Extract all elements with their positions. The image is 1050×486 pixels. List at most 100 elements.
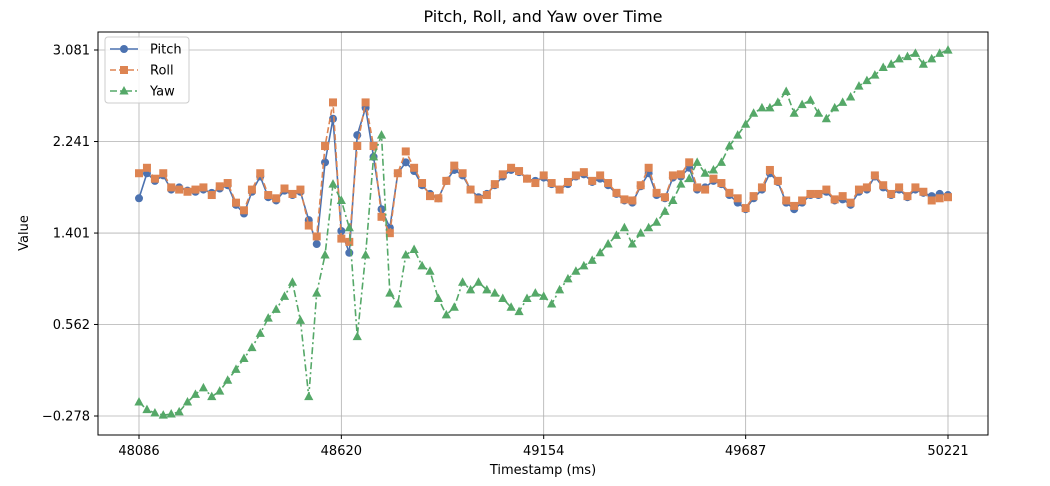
data-point-roll: [135, 169, 143, 178]
data-point-yaw: [401, 249, 411, 259]
data-point-pitch: [377, 205, 386, 214]
data-point-yaw: [150, 407, 160, 417]
data-point-roll: [539, 171, 548, 180]
data-point-roll: [142, 163, 151, 172]
data-point-yaw: [636, 228, 646, 237]
data-point-yaw: [805, 95, 816, 104]
data-point-yaw: [902, 51, 913, 61]
data-point-roll: [717, 179, 726, 188]
y-tick-label: 1.401: [53, 227, 90, 242]
data-point-pitch: [337, 226, 346, 235]
data-point-yaw: [441, 309, 451, 319]
data-point-yaw: [708, 164, 719, 174]
data-point-roll: [887, 189, 896, 198]
data-point-pitch: [135, 194, 143, 203]
legend-label: Roll: [150, 64, 174, 79]
data-point-roll: [765, 165, 774, 174]
data-point-yaw: [838, 97, 848, 106]
data-point-roll: [830, 195, 839, 204]
data-point-roll: [757, 183, 766, 192]
data-point-yaw: [862, 75, 872, 85]
data-point-yaw: [660, 206, 670, 215]
data-point-roll: [264, 191, 273, 200]
data-point-roll: [458, 169, 467, 178]
data-point-pitch: [312, 240, 321, 249]
data-point-yaw: [676, 179, 686, 188]
data-point-yaw: [692, 157, 702, 166]
y-axis: −0.278 0.562 1.401 2.241 3.081: [42, 44, 98, 425]
data-point-roll: [515, 167, 524, 176]
data-point-roll: [854, 185, 863, 194]
data-point-yaw: [255, 328, 265, 337]
data-point-yaw: [821, 113, 831, 123]
data-point-roll: [150, 174, 159, 183]
data-point-roll: [191, 185, 200, 194]
data-point-yaw: [595, 247, 605, 257]
data-point-roll: [668, 171, 677, 180]
data-point-yaw: [498, 293, 508, 303]
data-point-yaw: [530, 288, 540, 297]
data-point-yaw: [749, 108, 759, 117]
data-point-roll: [207, 191, 216, 200]
data-point-roll: [862, 183, 871, 192]
data-point-yaw: [652, 217, 662, 226]
data-point-roll: [215, 182, 224, 191]
data-point-roll: [434, 194, 443, 203]
legend-entry-roll: Roll: [110, 64, 174, 79]
data-point-yaw: [846, 91, 856, 101]
data-point-yaw: [943, 45, 953, 54]
data-point-yaw: [781, 86, 791, 96]
y-axis-label: Value: [17, 215, 32, 251]
data-point-roll: [571, 171, 580, 180]
data-point-roll: [353, 141, 362, 150]
data-point-yaw: [368, 151, 379, 161]
data-point-roll: [870, 171, 879, 180]
data-point-roll: [450, 161, 459, 170]
data-point-yaw: [393, 298, 403, 308]
data-point-roll: [879, 181, 888, 190]
data-point-yaw: [886, 59, 896, 68]
data-point-yaw: [555, 284, 565, 294]
data-point-yaw: [304, 391, 314, 401]
data-point-roll: [547, 179, 556, 188]
data-point-roll: [563, 177, 572, 186]
data-point-roll: [377, 212, 386, 221]
data-point-yaw: [142, 404, 152, 414]
data-point-yaw: [336, 195, 346, 204]
data-point-yaw: [797, 99, 807, 109]
data-point-roll: [927, 196, 936, 205]
data-point-yaw: [619, 222, 629, 232]
data-point-roll: [782, 196, 791, 205]
data-point-pitch: [321, 158, 330, 167]
data-point-yaw: [741, 119, 751, 128]
data-point-yaw: [376, 130, 387, 139]
data-point-roll: [725, 188, 734, 197]
data-point-yaw: [287, 277, 298, 286]
grid: [98, 32, 988, 435]
data-point-yaw: [312, 288, 322, 297]
data-point-yaw: [198, 382, 209, 392]
data-point-roll: [498, 170, 507, 179]
data-point-roll: [288, 189, 297, 198]
x-tick-label: 49687: [725, 444, 766, 459]
data-point-yaw: [522, 293, 532, 303]
data-point-roll: [442, 176, 451, 185]
data-point-yaw: [417, 260, 427, 270]
data-point-yaw: [320, 249, 330, 259]
data-point-roll: [660, 193, 669, 202]
data-point-yaw: [490, 288, 500, 297]
data-point-yaw: [644, 222, 654, 232]
data-point-yaw: [247, 342, 257, 352]
data-point-roll: [401, 147, 410, 156]
data-point-roll: [167, 183, 176, 192]
x-tick-label: 50221: [927, 444, 968, 459]
data-point-yaw: [611, 230, 622, 239]
data-point-yaw: [158, 410, 168, 419]
legend-marker-pitch: [120, 45, 128, 53]
data-point-yaw: [433, 293, 443, 303]
data-point-yaw: [918, 59, 928, 68]
data-point-yaw: [830, 102, 840, 112]
data-point-roll: [806, 189, 815, 198]
data-point-roll: [749, 192, 758, 201]
data-point-yaw: [166, 409, 176, 418]
